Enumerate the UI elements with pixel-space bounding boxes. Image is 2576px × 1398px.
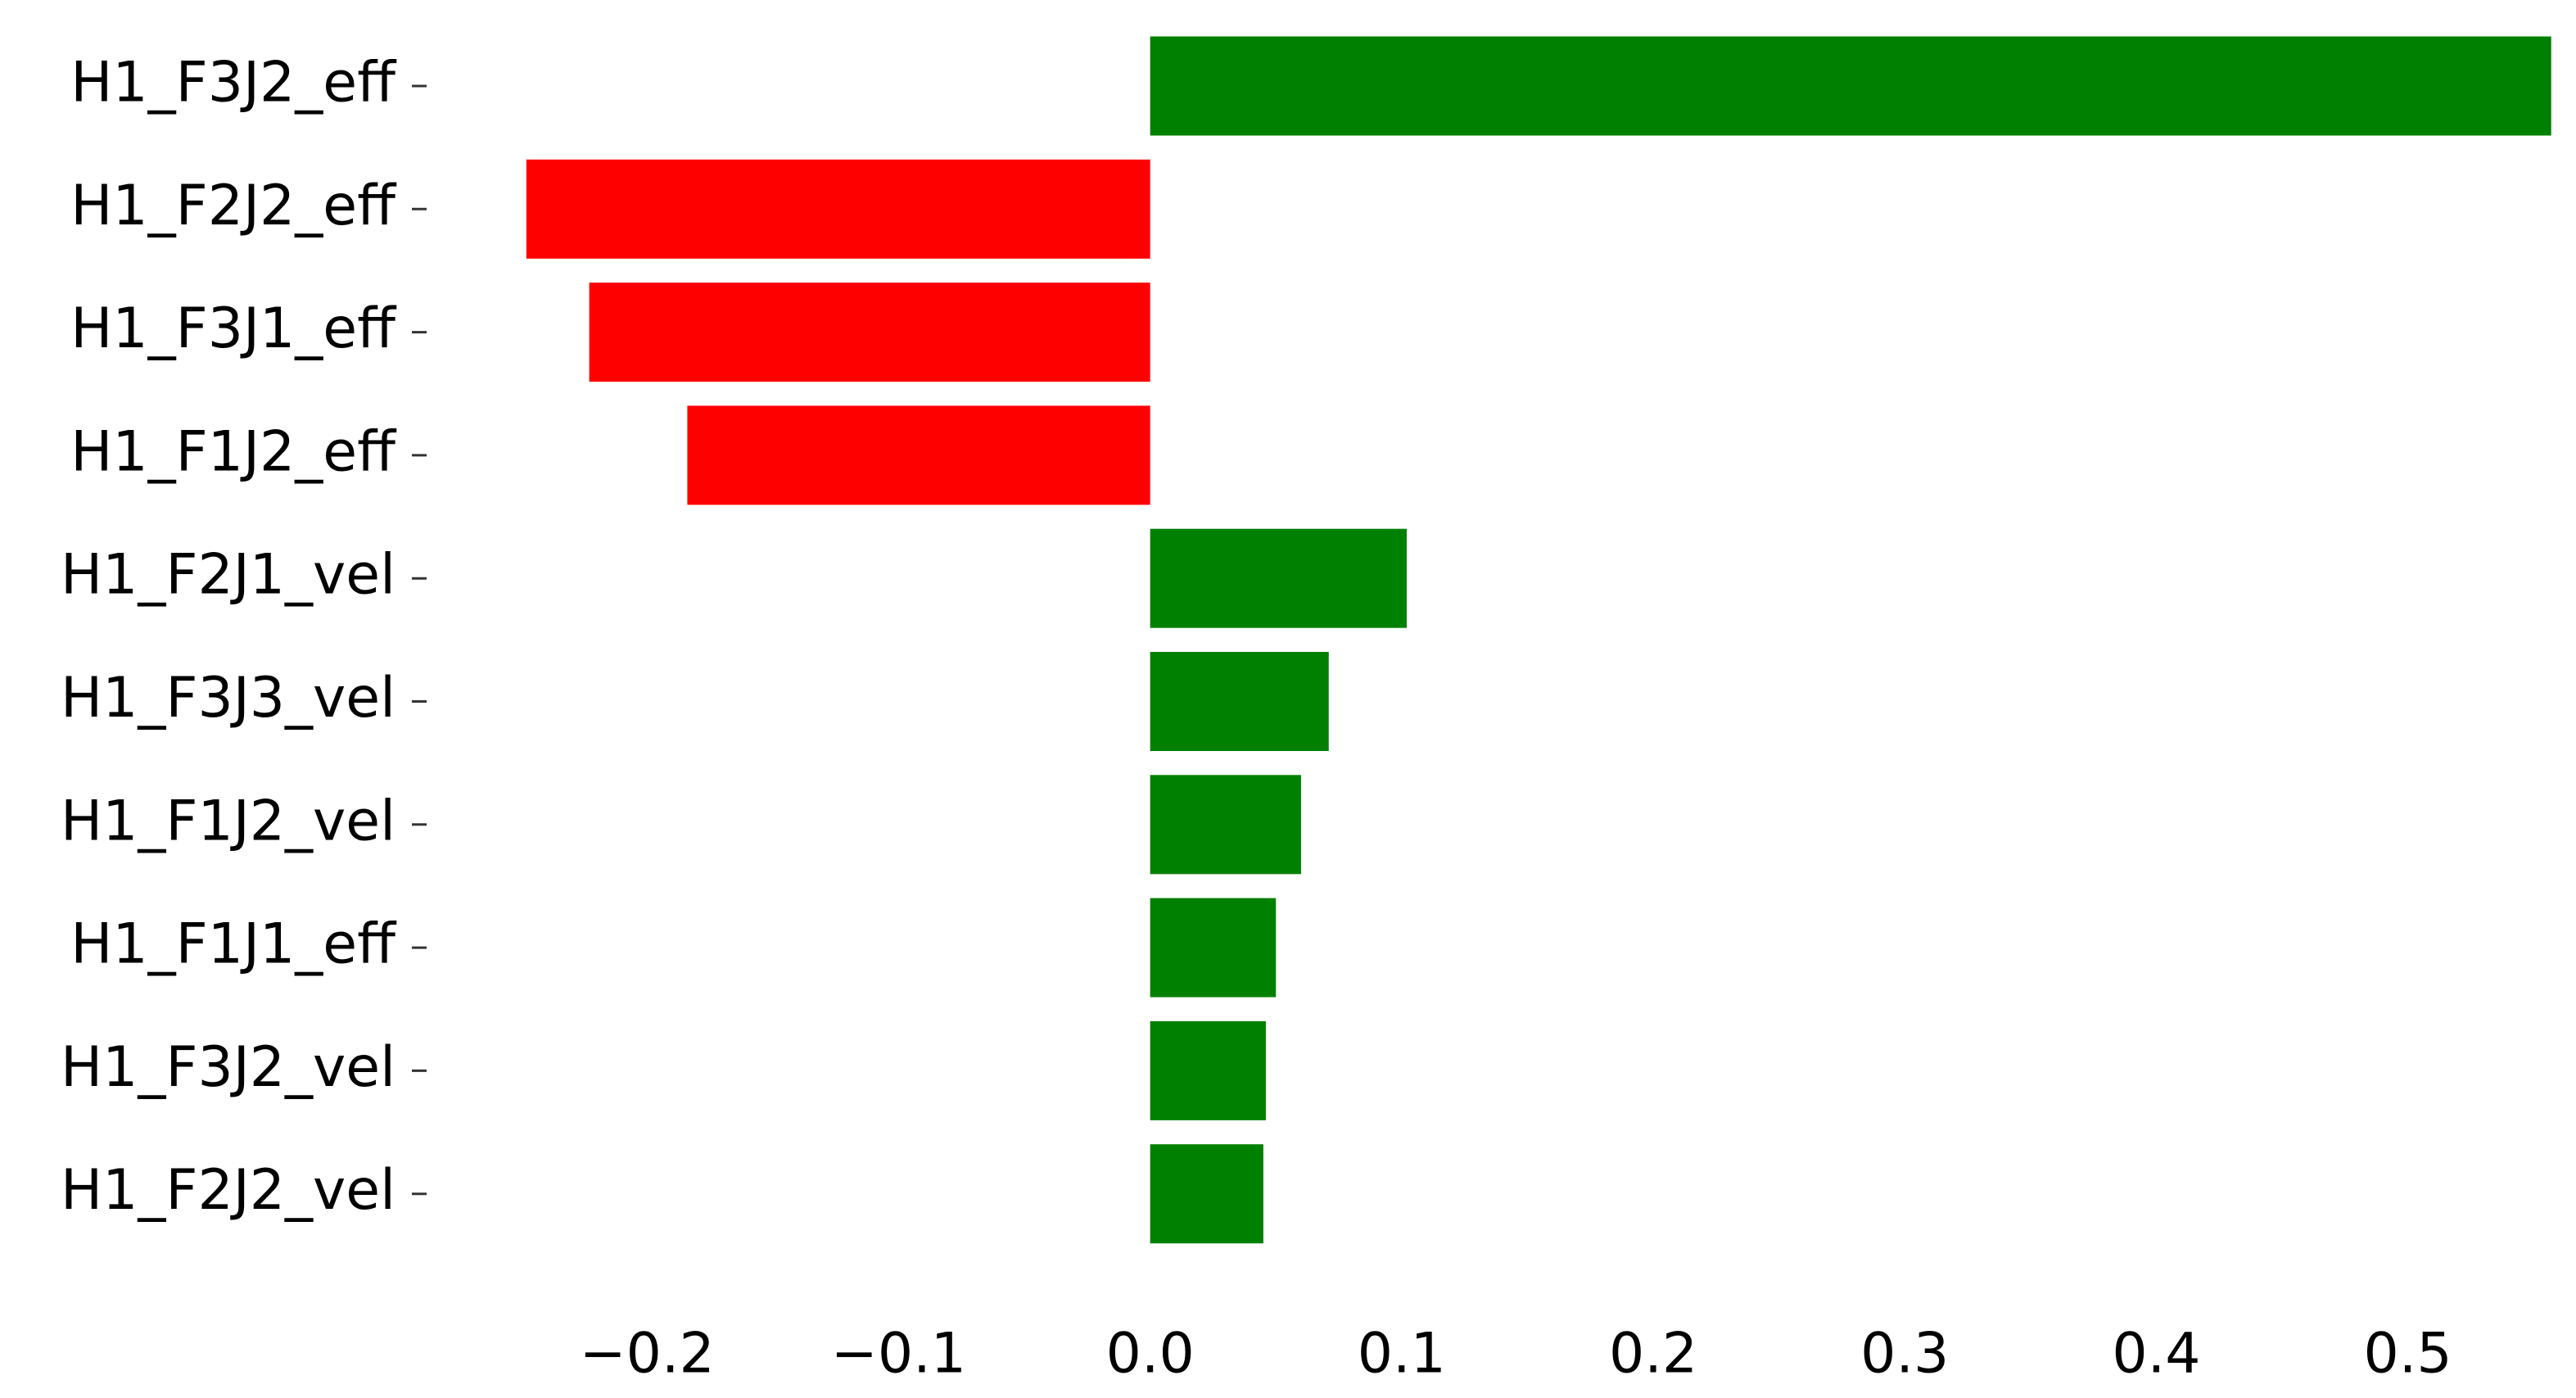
x-tick-label: 0.3 bbox=[1860, 1322, 1949, 1387]
y-tick-label: H1_F1J1_eff bbox=[70, 912, 397, 977]
bar bbox=[687, 405, 1150, 505]
bar bbox=[1150, 775, 1301, 875]
y-tick-label: H1_F2J2_vel bbox=[61, 1158, 395, 1223]
bar bbox=[589, 283, 1150, 382]
y-tick-label: H1_F2J2_eff bbox=[70, 174, 397, 238]
x-tick-label: 0.1 bbox=[1358, 1322, 1446, 1387]
x-tick-label: 0.0 bbox=[1106, 1322, 1195, 1387]
y-tick-label: H1_F1J2_vel bbox=[61, 789, 395, 853]
bar bbox=[1150, 1020, 1266, 1120]
bar bbox=[526, 159, 1150, 259]
bar bbox=[1150, 36, 2551, 136]
y-tick-label: H1_F3J2_eff bbox=[70, 51, 397, 115]
bar bbox=[1150, 528, 1407, 628]
y-tick-label: H1_F3J2_vel bbox=[61, 1035, 395, 1100]
y-tick-label: H1_F3J1_eff bbox=[70, 296, 397, 361]
bar bbox=[1150, 652, 1329, 751]
x-tick-label: 0.2 bbox=[1609, 1322, 1697, 1387]
y-tick-label: H1_F2J1_vel bbox=[61, 543, 395, 608]
x-tick-label: 0.4 bbox=[2112, 1322, 2200, 1387]
bar bbox=[1150, 1144, 1263, 1244]
x-tick-label: 0.5 bbox=[2364, 1322, 2452, 1387]
bar bbox=[1150, 898, 1277, 998]
x-tick-label: −0.2 bbox=[580, 1322, 715, 1387]
y-tick-label: H1_F3J3_vel bbox=[61, 666, 395, 731]
y-tick-label: H1_F1J2_eff bbox=[70, 419, 397, 484]
x-tick-label: −0.1 bbox=[831, 1322, 966, 1387]
